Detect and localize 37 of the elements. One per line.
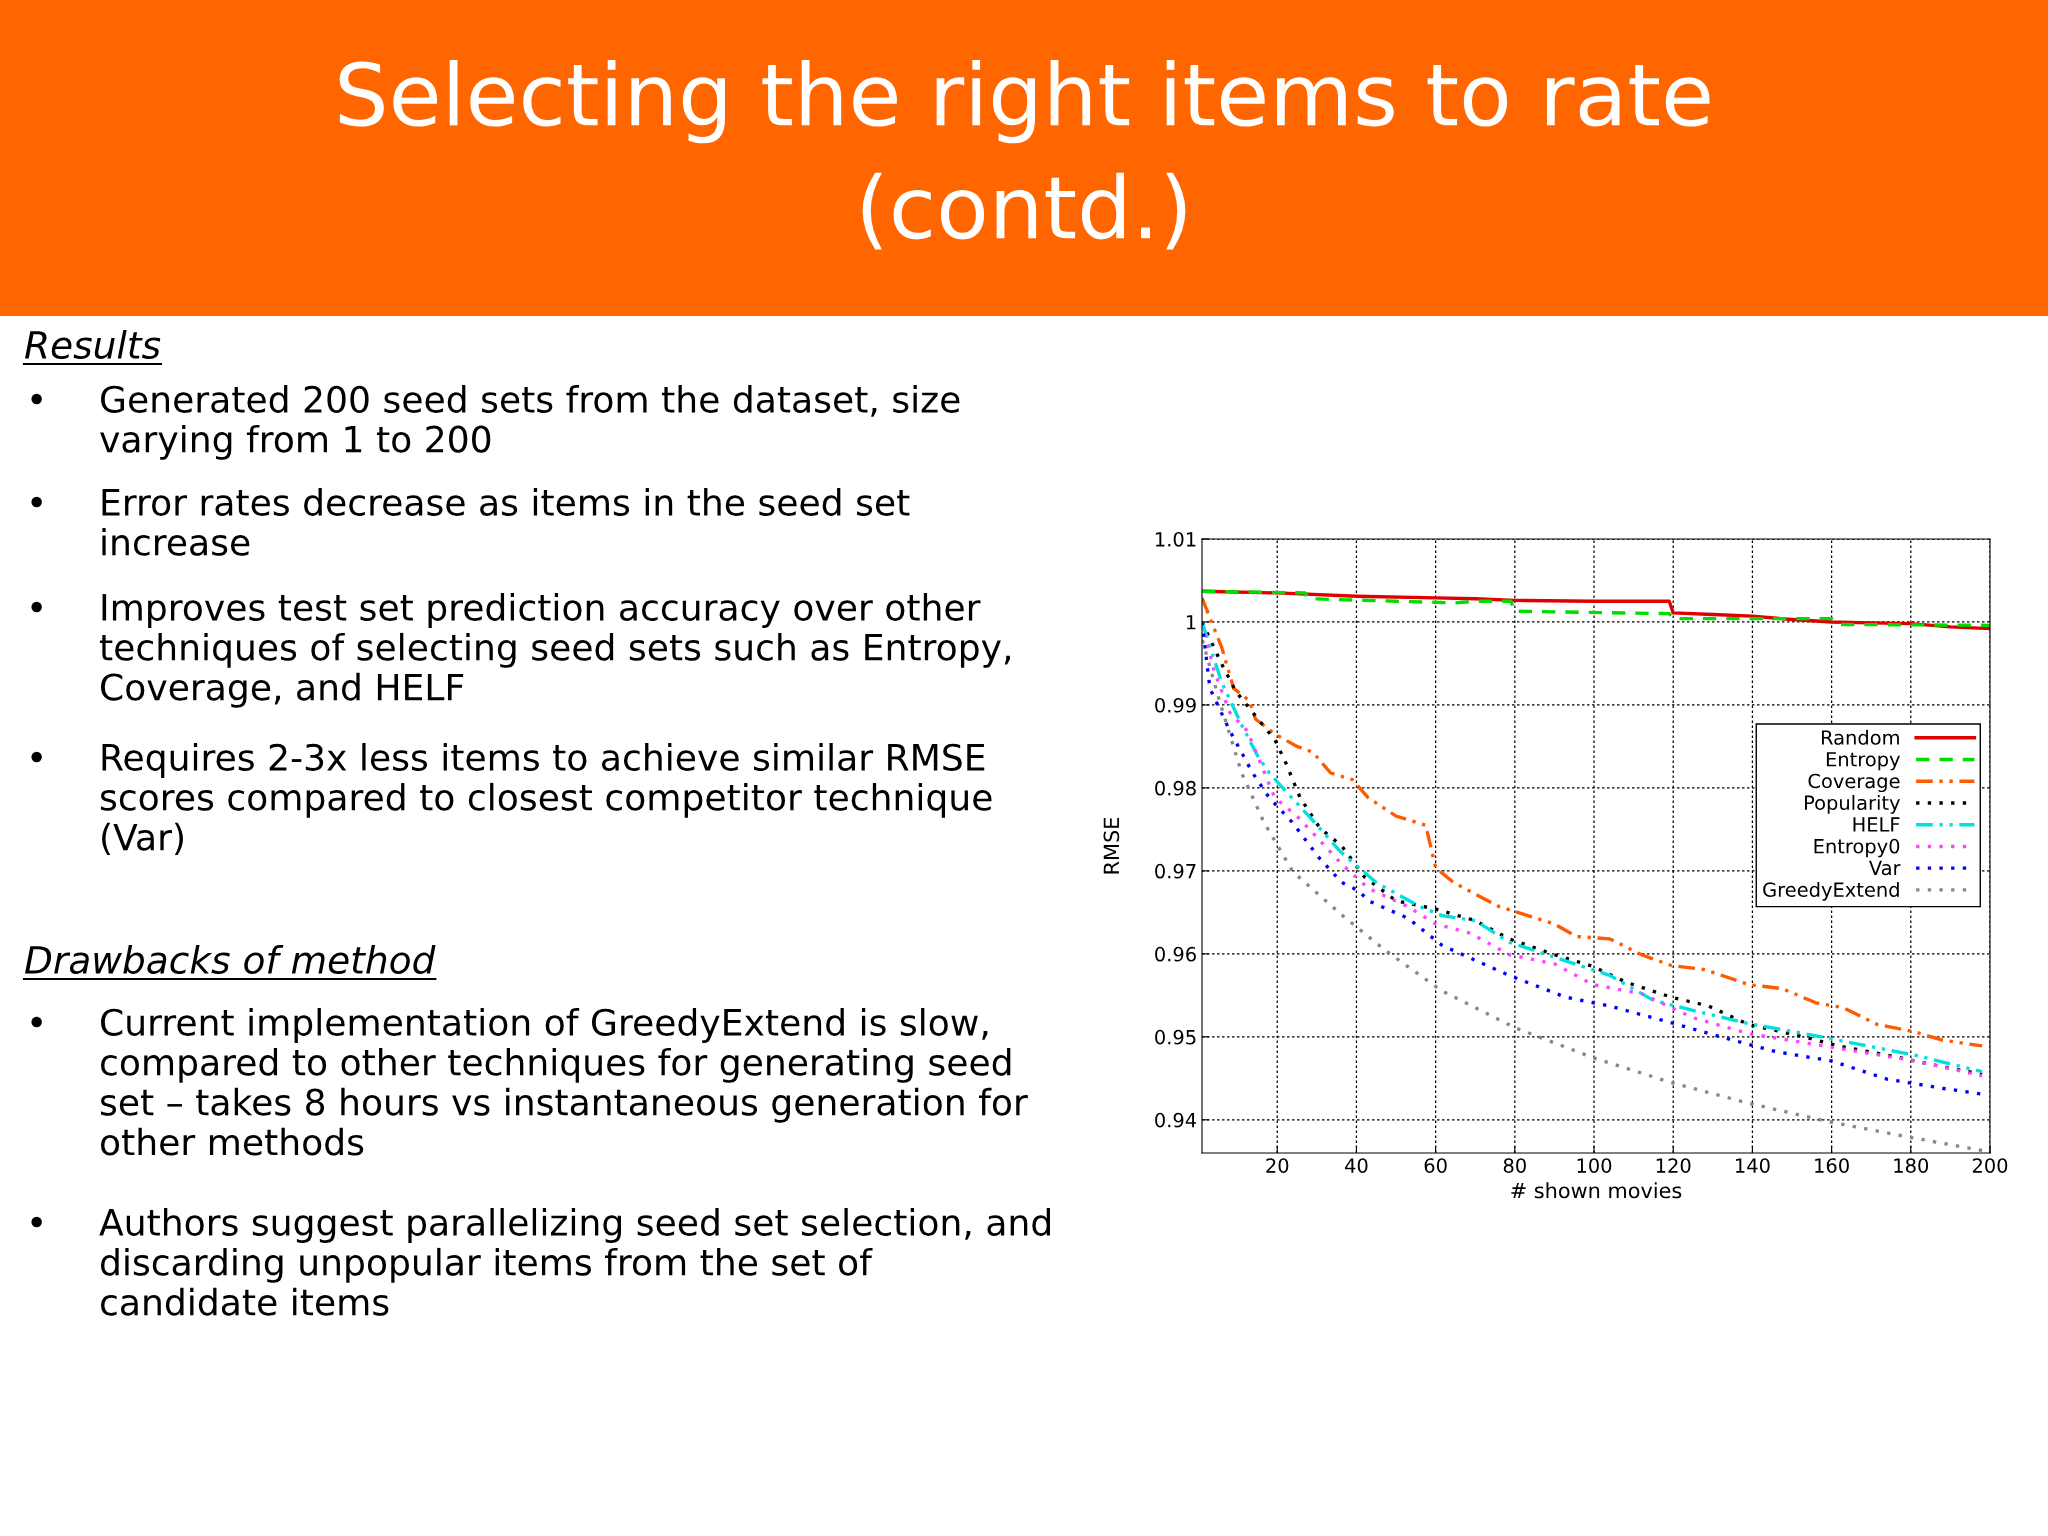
text: • Requires 2-3x less items to achieve similar RMSE scores compared to closest competitor technique (Var) xyxy=(31,743,992,855)
text: Results xyxy=(25,330,161,360)
text: • Improves test set prediction accuracy over other techniques of selecting seed sets such as Entropy, Coverage, and HELF xyxy=(31,593,1010,708)
y-tick-label: 0.94 xyxy=(1155,1112,1197,1128)
legend-label: GreedyExtend xyxy=(1763,881,1899,901)
y-tick-label: 0.95 xyxy=(1155,1029,1196,1045)
y-tick-label: 0.97 xyxy=(1155,863,1196,879)
legend-label: Coverage xyxy=(1808,773,1900,793)
text: • Authors suggest parallelizing seed set selection, and discarding unpopular items from the set of candidate items xyxy=(31,1208,1050,1316)
x-tick-label: 60 xyxy=(1424,1158,1447,1173)
x-tick-label: 140 xyxy=(1735,1158,1770,1173)
x-tick-label: 160 xyxy=(1815,1158,1849,1173)
y-tick-label: 1 xyxy=(1186,615,1196,630)
text: • Error rates decrease as items in the seed set increase xyxy=(31,488,910,556)
x-tick-label: 180 xyxy=(1894,1158,1929,1173)
x-axis-title: # shown movies xyxy=(1511,1182,1682,1199)
legend-label: HELF xyxy=(1853,817,1900,832)
legend-label: Entropy0 xyxy=(1814,838,1900,858)
x-tick-label: 80 xyxy=(1503,1158,1526,1173)
x-tick-label: 100 xyxy=(1577,1158,1612,1173)
y-tick-label: 0.99 xyxy=(1155,697,1196,713)
legend-label: Popularity xyxy=(1805,795,1900,814)
text: • Current implementation of GreedyExtend is slow, compared to other techniques for generating seed set – takes 8 hours vs instantaneous generation for other methods xyxy=(31,1008,1028,1156)
x-tick-label: 40 xyxy=(1345,1158,1368,1173)
y-tick-label: 0.98 xyxy=(1155,780,1196,796)
text: • Generated 200 seed sets from the dataset, size varying from 1 to 200 xyxy=(31,385,960,460)
y-axis-title: RMSE xyxy=(1103,817,1120,874)
x-tick-label: 120 xyxy=(1656,1158,1691,1173)
legend-label: Entropy xyxy=(1826,752,1900,771)
x-tick-label: 20 xyxy=(1266,1158,1289,1173)
legend-label: Var xyxy=(1869,860,1901,876)
chart-title: Selecting the right items to rate (contd.) xyxy=(339,59,1710,250)
text: Drawbacks of method xyxy=(25,945,436,975)
x-tick-label: 200 xyxy=(1972,1158,2008,1173)
y-tick-label: 1.01 xyxy=(1155,531,1196,547)
legend-label: Random xyxy=(1821,729,1899,745)
y-tick-label: 0.96 xyxy=(1155,946,1196,962)
